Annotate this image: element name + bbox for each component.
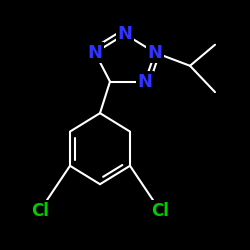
Text: N: N xyxy=(148,44,162,62)
Text: N: N xyxy=(118,25,132,43)
Text: Cl: Cl xyxy=(31,202,49,220)
Text: Cl: Cl xyxy=(151,202,169,220)
Text: N: N xyxy=(138,72,152,90)
Text: N: N xyxy=(88,44,102,62)
